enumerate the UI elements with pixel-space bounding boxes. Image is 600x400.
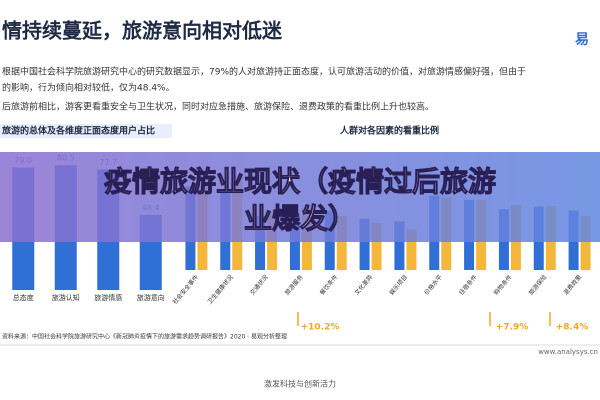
bar [336, 216, 347, 270]
paragraph: 根据中国社会科学院旅游研究中心的研究数据显示，79%的人对旅游持正面态度，认可旅… [2, 66, 526, 78]
annotation: +10.2% [301, 323, 340, 333]
bar [394, 221, 405, 270]
site: www.analysys.cn [538, 348, 598, 356]
bar [359, 218, 370, 270]
banner-text: 疫情旅游业现状（疫情过后旅游 [104, 165, 496, 198]
category-label: 旅游认知 [52, 293, 80, 302]
bar [406, 229, 417, 270]
banner [0, 152, 600, 242]
paragraph: 后旅游前相比，游客更看重安全与卫生状况，同时对应急措施、旅游保险、退费政策的看重… [2, 101, 434, 113]
category-label: 总态度 [13, 293, 34, 302]
bar [580, 216, 591, 270]
bar [255, 216, 266, 270]
left-chart-title: 旅游的总体及各维度正面态度用户占比 [2, 125, 155, 137]
right-chart-title: 人群对各因素的看重比例 [339, 125, 439, 137]
panel-header [0, 124, 172, 138]
bar [371, 222, 382, 270]
category-label: 旅游意向 [137, 293, 165, 302]
source: 资料来源：中国社会科学院旅游研究中心《新冠肺炎疫情下的旅游需求趋势调研报告》20… [2, 333, 287, 341]
title: 情持续蔓延，旅游意向相对低迷 [2, 19, 283, 43]
slogan: 激发科技与创新活力 [264, 379, 336, 389]
paragraph: 的影响，行为倾向相对较低，仅为48.4%。 [2, 82, 175, 94]
annotation: +8.4% [556, 323, 589, 333]
banner-text: 业爆发） [244, 202, 356, 235]
category-label: 旅游情感 [94, 293, 122, 302]
annotation: +7.9% [496, 323, 529, 333]
logo: 易 [575, 32, 589, 48]
